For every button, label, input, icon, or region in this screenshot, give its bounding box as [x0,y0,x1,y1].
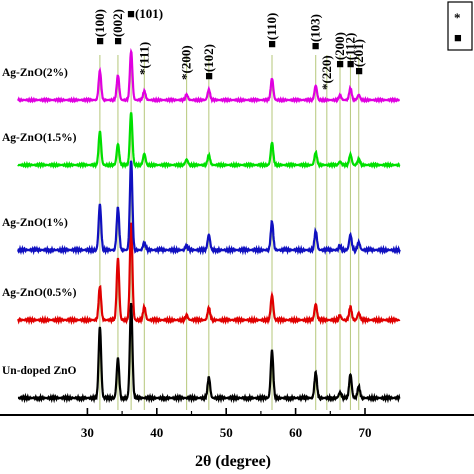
x-tick-label: 30 [81,425,94,440]
series-label: Ag-ZnO(1%) [2,217,68,229]
peak-annotation: ■(110) [264,13,279,48]
peak-annotation: ■(100) [92,9,107,45]
peak-annotation: *(200) [179,45,194,80]
series-label: Ag-ZnO(2%) [2,67,68,79]
x-tick-label: 50 [220,425,233,440]
x-axis-title: 2θ (degree) [195,453,271,470]
x-tick-label: 70 [359,425,372,440]
x-tick-label: 40 [150,425,163,440]
peak-annotation: ■(002) [110,9,125,45]
peak-annotation: *(220) [319,55,334,90]
peak-annotation: ■(102) [201,44,216,80]
legend-symbol: ■ [454,30,462,45]
series-line [17,160,401,256]
series-line [16,222,401,326]
peak-annotation: *(111) [136,42,151,75]
series-line [17,47,400,104]
x-tick-label: 60 [289,425,302,440]
series-label: Ag-ZnO(0.5%) [2,287,77,299]
peak-annotation: ■(112) [342,33,357,68]
series-label: Un-doped ZnO [2,365,77,377]
axes: 30 40 50 60 70 [0,408,474,440]
legend-partial: *■ [447,1,473,51]
peak-annotation: ■(101) [127,6,163,21]
legend-box [447,1,473,51]
series-labels: Un-doped ZnO Ag-ZnO(0.5%) Ag-ZnO(1%) Ag-ZnO… [2,67,77,377]
peak-annotation: ■(201) [351,39,366,75]
series-line [17,112,401,170]
series-line [17,302,401,404]
peak-annotation: ■(103) [308,14,323,50]
peak-annotations: ■(100) ■(002) ■(101) *(111) *(200) ■(102) ■(11… [92,6,366,90]
reference-lines [99,55,360,410]
legend-symbol: * [454,10,461,25]
series-group [16,47,401,404]
peak-annotation: ■(200) [332,32,347,68]
series-label: Ag-ZnO(1.5%) [2,132,77,144]
